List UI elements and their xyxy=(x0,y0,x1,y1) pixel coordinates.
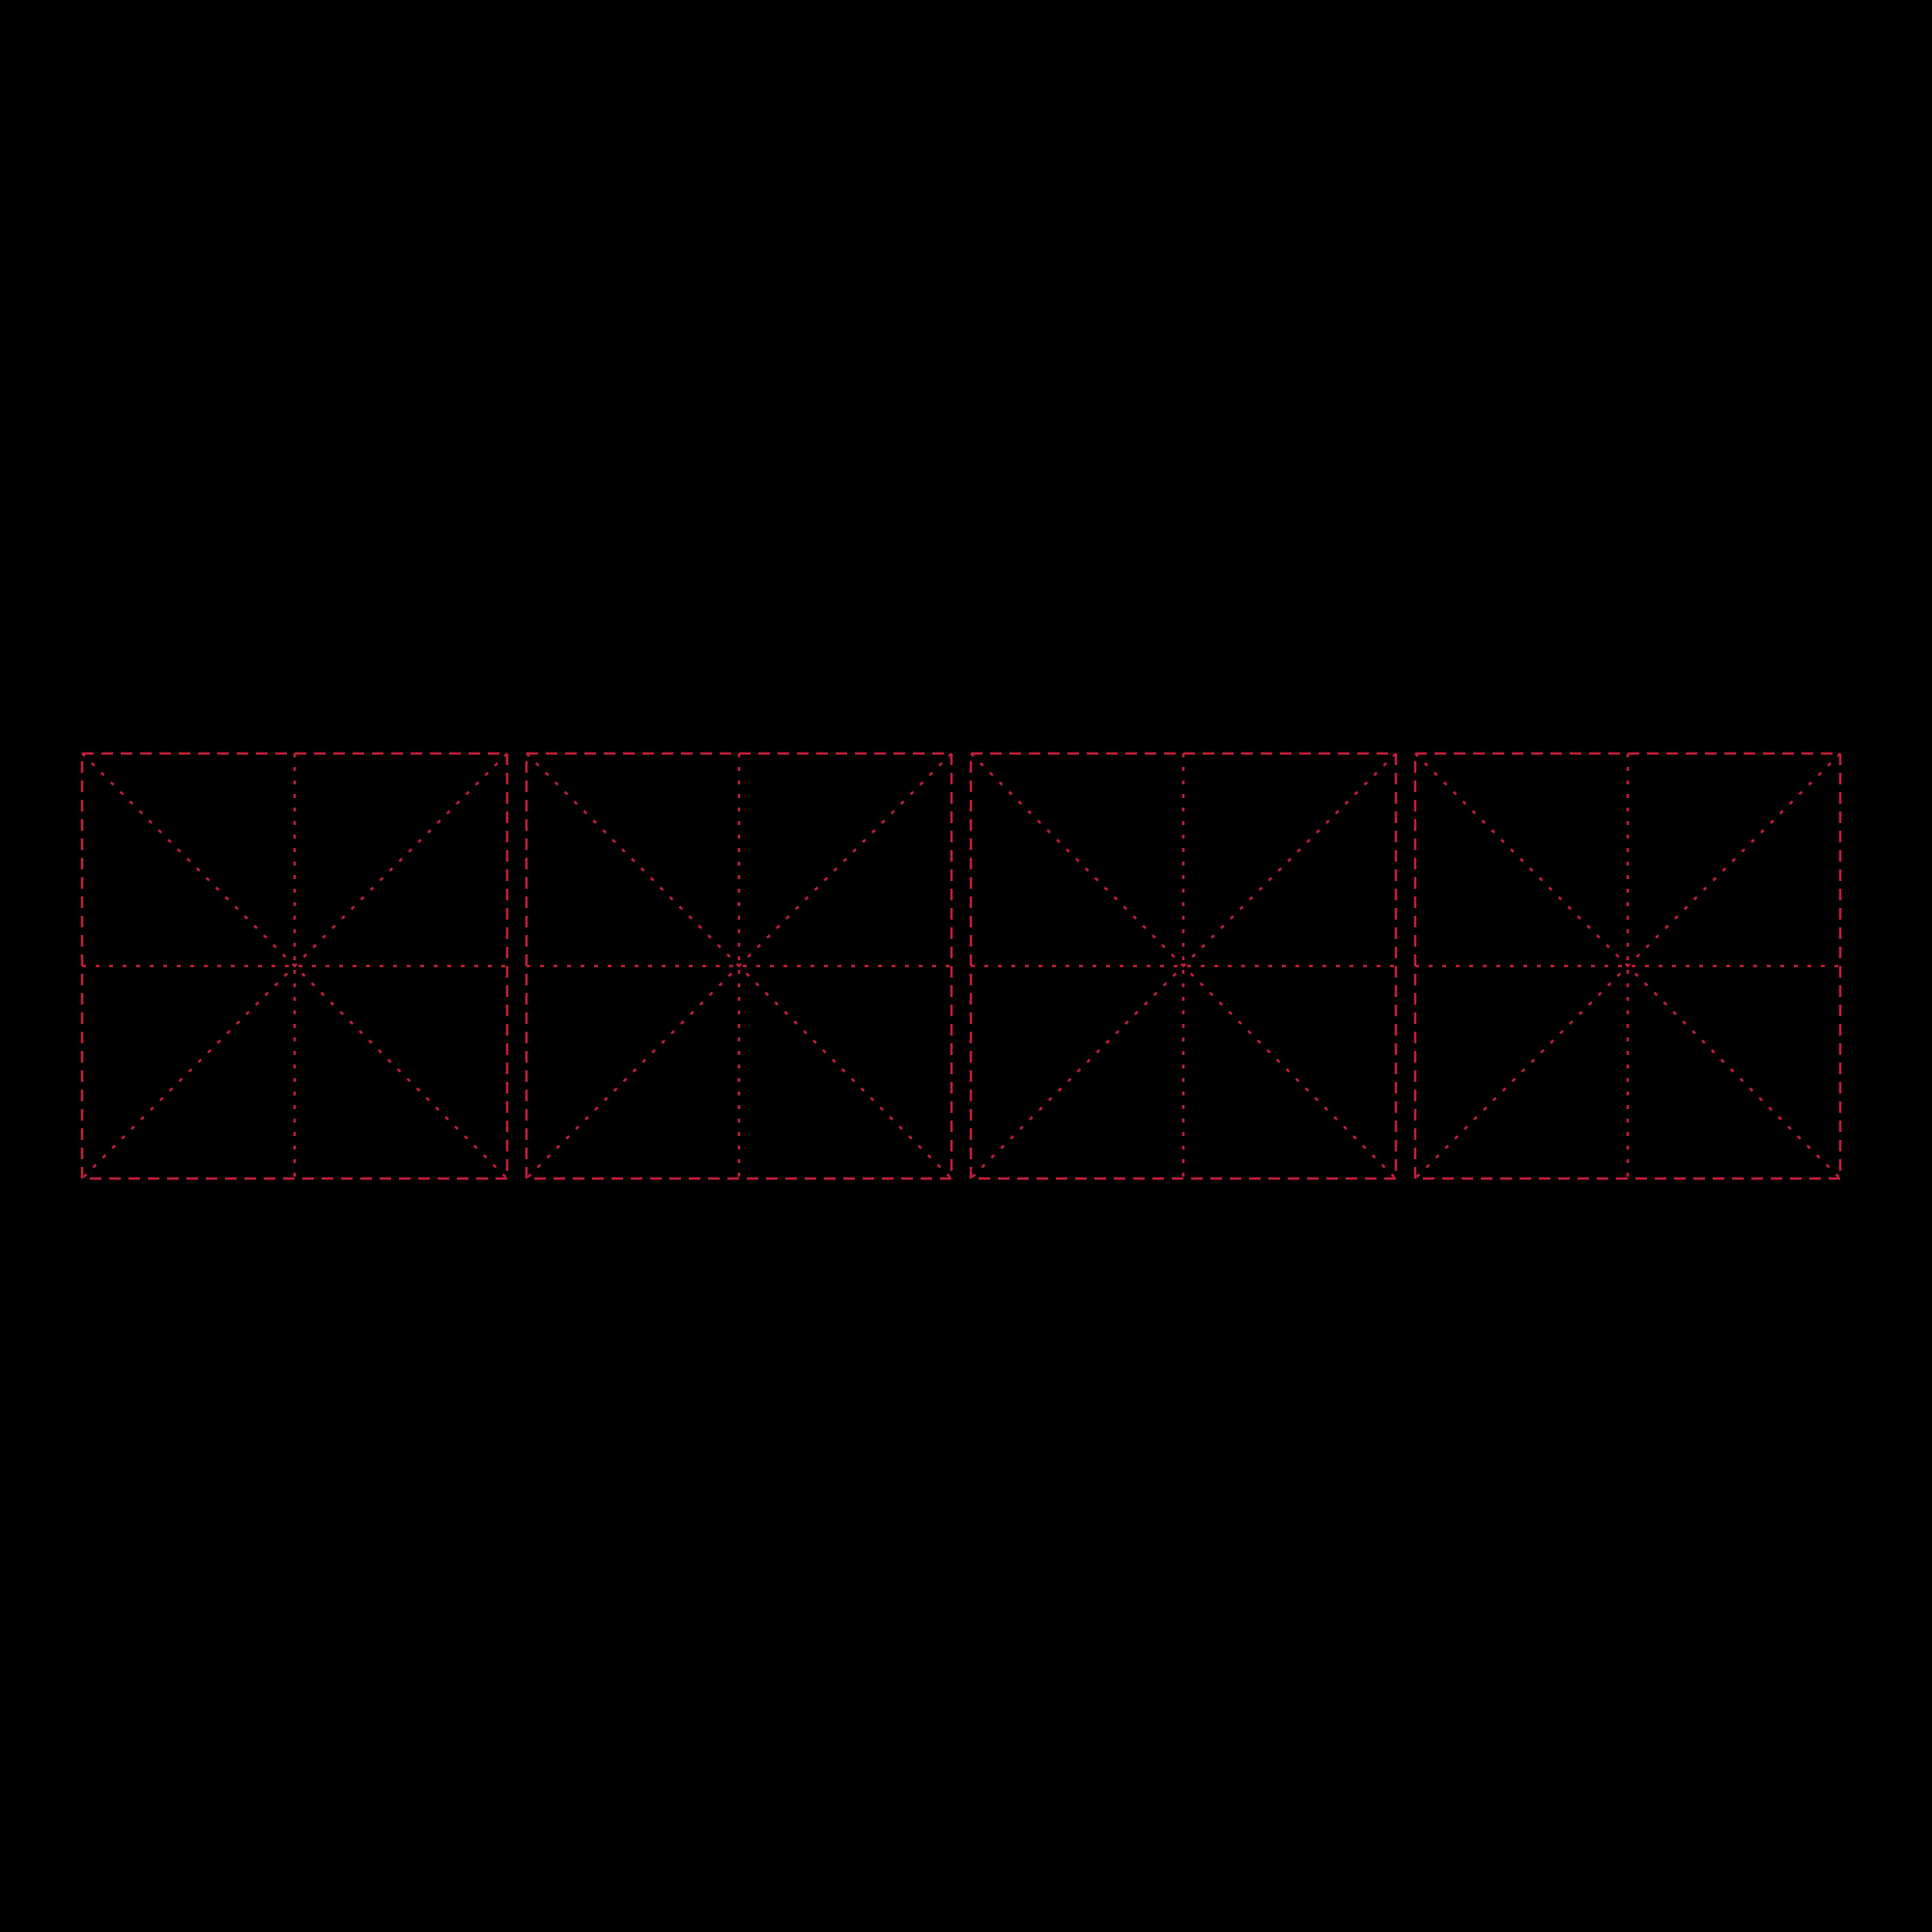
grid-guide-diagonal xyxy=(526,753,952,1179)
practice-grid xyxy=(0,0,1932,1932)
grid-guide-diagonal xyxy=(971,753,1396,1179)
canvas xyxy=(0,0,1932,1932)
grid-guide-diagonal xyxy=(82,753,507,1179)
grid-guide-diagonal xyxy=(1415,753,1840,1179)
